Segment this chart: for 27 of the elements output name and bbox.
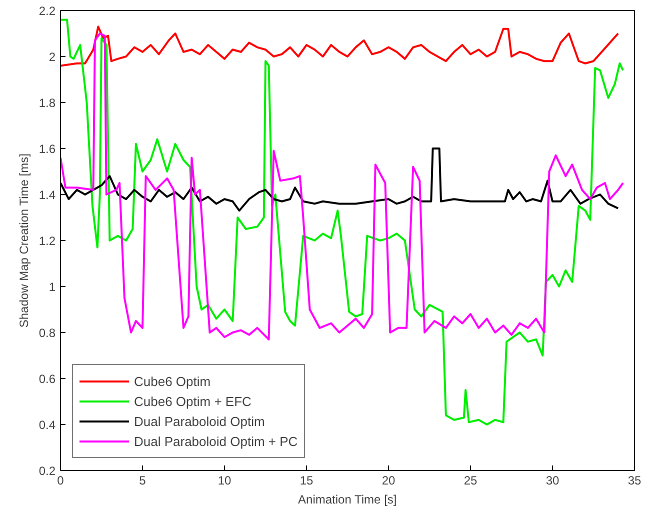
y-tick-label: 2.2: [38, 4, 56, 18]
y-tick-label: 0.2: [38, 464, 56, 478]
y-tick-label: 1.6: [38, 142, 56, 156]
y-tick-label: 0.8: [38, 326, 56, 340]
y-tick-label: 1.8: [38, 96, 56, 110]
x-tick-label: 35: [628, 474, 642, 488]
y-tick-label: 2: [48, 50, 56, 64]
y-tick-label: 0.4: [38, 418, 56, 432]
x-tick-label: 15: [300, 474, 314, 488]
legend-label: Cube6 Optim: [134, 374, 211, 388]
y-tick-label: 1.4: [38, 188, 56, 202]
y-tick-label: 1: [48, 280, 56, 294]
x-tick-label: 10: [218, 474, 232, 488]
x-tick-label: 30: [546, 474, 560, 488]
x-tick-label: 5: [139, 474, 146, 488]
legend-label: Cube6 Optim + EFC: [134, 394, 252, 408]
y-axis-title: Shadow Map Creation Time [ms]: [16, 154, 31, 328]
y-tick-label: 1.2: [38, 234, 56, 248]
line-series: [60, 32, 624, 340]
legend-label: Dual Paraboloid Optim + PC: [134, 434, 298, 448]
legend-label: Dual Paraboloid Optim: [134, 414, 265, 428]
x-tick-label: 25: [464, 474, 478, 488]
x-tick-label: 0: [57, 474, 64, 488]
x-axis-title: Animation Time [s]: [298, 492, 397, 506]
line-series: [60, 26, 620, 67]
y-tick-label: 0.6: [38, 372, 56, 386]
x-tick-label: 20: [382, 474, 396, 488]
